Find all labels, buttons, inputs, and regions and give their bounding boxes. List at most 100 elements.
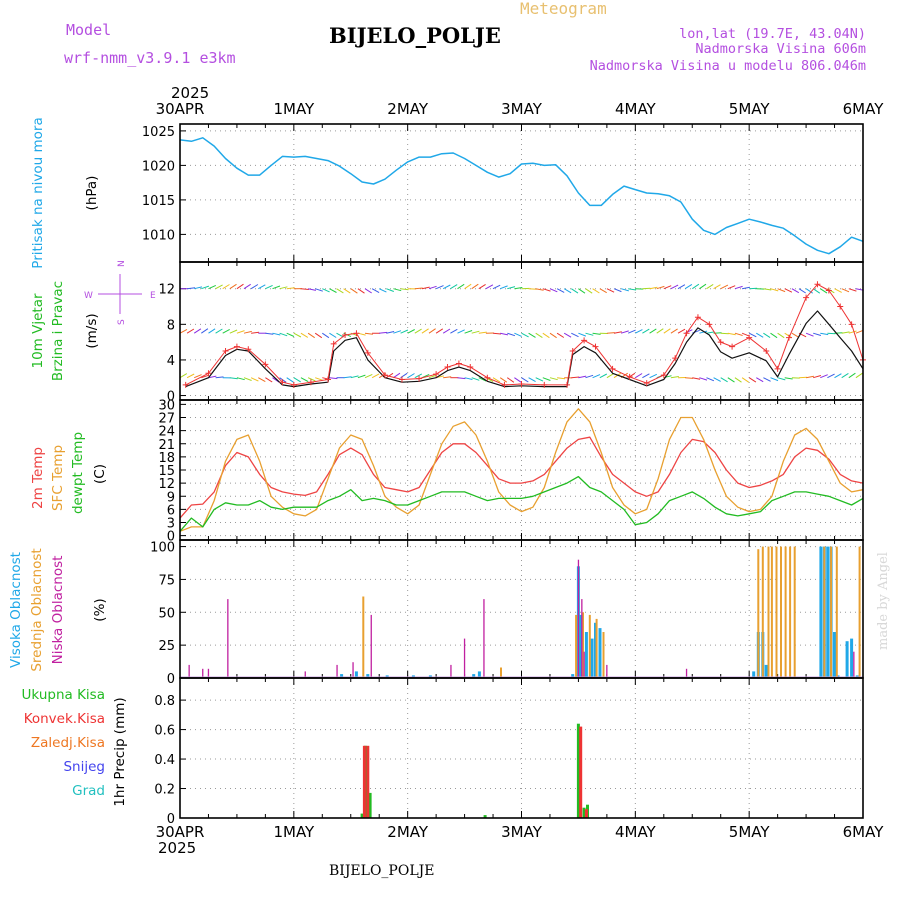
- wind-gust-point: [467, 364, 474, 371]
- wind-gust-point: [307, 379, 314, 386]
- wind-direction-arrow: [421, 286, 430, 290]
- precip-total-bar: [483, 815, 487, 818]
- cloud-low-bar: [352, 662, 354, 678]
- cloud-high-bar: [594, 622, 597, 678]
- wind-direction-arrow: [350, 288, 358, 294]
- cloud-high-bar: [571, 674, 575, 678]
- cloud-low-bar: [304, 671, 306, 678]
- wind-direction-arrow: [599, 373, 608, 379]
- wind-direction-arrow: [187, 287, 196, 290]
- wind-direction-arrow: [699, 330, 708, 334]
- wind-gust-point: [763, 348, 770, 355]
- wind-direction-arrow: [492, 332, 502, 335]
- wind-gust-point: [290, 381, 297, 388]
- wind-direction-arrow: [507, 332, 516, 337]
- cloud-high-bar: [354, 671, 358, 678]
- wind-direction-arrow: [329, 377, 338, 380]
- bottom-date-label: 5MAY: [729, 823, 771, 841]
- temp-sfc-line: [179, 408, 864, 532]
- wind-direction-arrow: [585, 288, 593, 294]
- wind-direction-arrow: [563, 332, 572, 338]
- wind-direction-arrow: [599, 288, 607, 294]
- wind-direction-arrow: [706, 377, 715, 382]
- bottom-date-label: 4MAY: [615, 823, 657, 841]
- wind-direction-arrow: [428, 285, 437, 290]
- cloud-mid-bar: [835, 546, 838, 678]
- wind-direction-arrow: [414, 287, 423, 290]
- cloud-low-bar: [853, 651, 855, 678]
- cloud-low-bar: [606, 664, 608, 678]
- cloud-low-bar: [685, 668, 688, 678]
- wind-direction-arrow: [848, 330, 857, 334]
- wind-gust-point: [694, 314, 701, 321]
- wind-direction-arrow: [748, 377, 757, 383]
- wind-direction-arrow: [699, 283, 707, 290]
- wind-direction-arrow: [535, 288, 544, 291]
- wind-gust-point: [416, 375, 423, 382]
- wind-direction-arrow: [791, 332, 800, 338]
- precip-total-bar: [582, 807, 586, 818]
- wind-direction-arrow: [813, 332, 822, 336]
- cloud-low-bar: [370, 614, 372, 678]
- wind-gust-point: [672, 355, 679, 362]
- wind-gust-point: [848, 321, 855, 328]
- wind-direction-arrow: [400, 288, 409, 291]
- wind-direction-arrow: [229, 329, 238, 334]
- wind-direction-arrow: [706, 283, 714, 290]
- wind-direction-arrow: [684, 283, 693, 290]
- y-tick-label: 50: [158, 606, 175, 621]
- wind-gust-point: [837, 303, 844, 310]
- credit-text: made by Angel: [876, 552, 891, 650]
- wind-direction-arrow: [791, 288, 800, 294]
- wind-direction-arrow: [343, 288, 351, 294]
- wind-gust-point: [683, 330, 690, 337]
- wind-direction-arrow: [208, 375, 217, 379]
- wind-direction-arrow: [186, 373, 195, 379]
- cloud-high-bar: [845, 641, 849, 678]
- wind-gust-point: [262, 361, 269, 368]
- cloud-high-bar: [850, 638, 854, 678]
- wind-gust-point: [643, 380, 650, 387]
- wind-direction-arrow: [649, 286, 658, 290]
- wind-direction-arrow: [400, 329, 409, 334]
- bottom-date-labels: 30APR 1MAY 2MAY 3MAY 4MAY 5MAY 6MAY: [156, 823, 885, 841]
- cloud-high-bar: [833, 632, 836, 678]
- wind-direction-arrow: [286, 377, 294, 383]
- y-tick-label: 25: [158, 639, 175, 654]
- pressure-line: [179, 137, 864, 255]
- temp-title-2m: 2m Temp: [30, 447, 46, 509]
- cloud-mid-bar: [784, 546, 787, 678]
- wind-direction-arrow: [357, 288, 365, 294]
- wind-direction-arrow: [300, 377, 309, 382]
- year-top: 2025: [171, 84, 209, 102]
- wind-direction-arrow: [699, 377, 708, 381]
- wind-direction-arrow: [378, 288, 387, 293]
- wind-direction-arrow: [500, 285, 508, 290]
- wind-direction-arrow: [208, 328, 216, 334]
- y-tick-label: 8: [167, 318, 175, 333]
- wind-direction-arrow: [578, 288, 586, 294]
- wind-direction-arrow: [756, 332, 764, 338]
- wind-direction-arrow: [386, 372, 394, 379]
- wind-direction-arrow: [265, 284, 273, 290]
- wind-key-south: S: [117, 319, 127, 325]
- wind-direction-arrow: [734, 377, 742, 383]
- wind-direction-arrow: [741, 377, 749, 383]
- wind-direction-arrow: [663, 285, 672, 290]
- wind-direction-arrow: [784, 332, 792, 339]
- wind-key-west: W: [84, 291, 93, 301]
- wind-direction-arrow: [371, 288, 380, 294]
- precip-total-bar: [368, 792, 372, 818]
- wind-direction-arrow: [379, 331, 388, 334]
- wind-direction-arrow: [407, 329, 415, 334]
- cloud-title-mid: Srednja Oblacnost: [29, 548, 45, 671]
- wind-direction-arrow: [407, 373, 415, 379]
- cloud-low-bar: [583, 651, 585, 678]
- wind-direction-arrow: [535, 377, 544, 382]
- wind-direction-arrow: [485, 284, 494, 290]
- wind-direction-arrow: [478, 331, 487, 334]
- top-date-label: 5MAY: [729, 100, 771, 118]
- wind-direction-arrow: [279, 332, 288, 337]
- wind-key-north: N: [117, 260, 127, 267]
- wind-direction-arrow: [428, 374, 437, 379]
